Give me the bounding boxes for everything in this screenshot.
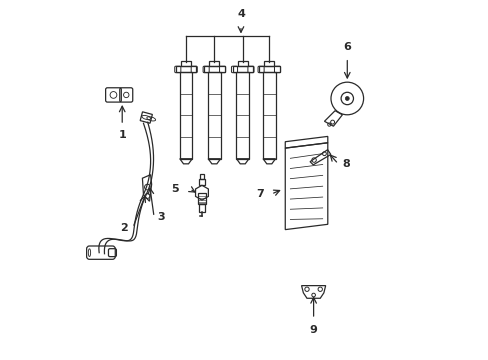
Bar (208, 72, 220, 159)
Bar (263, 72, 275, 159)
Bar (180, 72, 192, 159)
Text: 8: 8 (341, 159, 349, 169)
Bar (176, 66, 196, 72)
Text: 6: 6 (343, 42, 350, 53)
Bar (237, 62, 247, 66)
Bar (181, 62, 191, 66)
Bar (197, 193, 206, 204)
Text: 2: 2 (120, 223, 127, 233)
Text: 7: 7 (256, 189, 264, 199)
Bar (232, 66, 252, 72)
Text: 5: 5 (171, 184, 179, 194)
Bar (259, 66, 279, 72)
Text: 3: 3 (157, 212, 165, 222)
Bar (264, 62, 274, 66)
Circle shape (345, 96, 348, 100)
Text: 4: 4 (237, 9, 244, 19)
Text: 1: 1 (118, 130, 126, 140)
Bar (200, 174, 203, 179)
Bar (209, 62, 219, 66)
Bar (236, 72, 248, 159)
Bar (199, 179, 204, 185)
Bar (204, 66, 224, 72)
Text: 9: 9 (309, 325, 317, 335)
Bar (199, 204, 204, 212)
